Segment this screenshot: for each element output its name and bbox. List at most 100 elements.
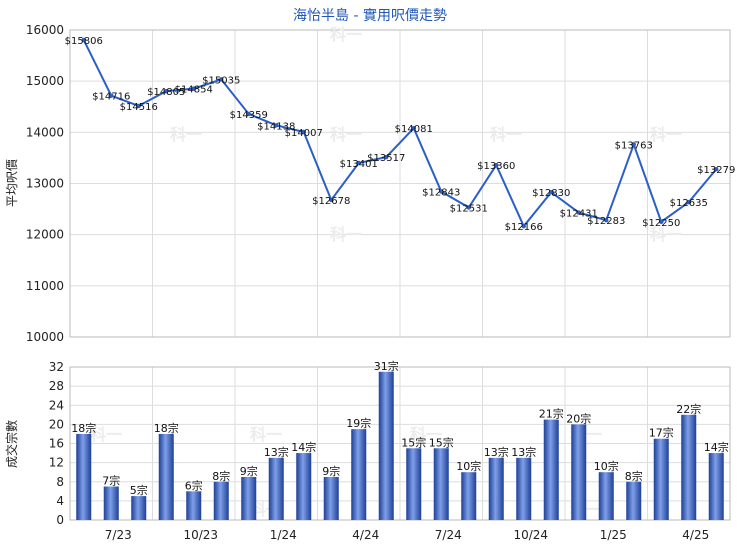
transaction-bar	[461, 472, 477, 520]
price-point	[109, 93, 114, 98]
x-tick-label: 4/25	[682, 528, 709, 542]
price-data-label: $12635	[670, 198, 708, 209]
price-point	[659, 219, 664, 225]
price-point	[329, 197, 334, 203]
x-tick-label: 4/24	[352, 528, 379, 542]
bar-data-label: 19宗	[346, 416, 371, 430]
price-point	[521, 223, 526, 229]
price-point	[301, 129, 306, 135]
watermark-text: 科一	[650, 125, 682, 144]
watermark-text: 科一	[90, 425, 122, 444]
bar-chart-y-tick-label: 28	[49, 379, 64, 393]
price-data-label: $13360	[477, 161, 515, 172]
transaction-bar	[406, 448, 422, 520]
transaction-bar	[213, 481, 229, 520]
transaction-bar	[543, 419, 559, 520]
price-data-label: $12531	[450, 203, 488, 214]
bar-data-label: 22宗	[676, 402, 701, 416]
price-data-label: $13517	[367, 153, 405, 164]
bar-data-label: 14宗	[291, 440, 316, 454]
price-point	[356, 160, 361, 166]
line-chart-y-tick-label: 12000	[26, 228, 64, 242]
bar-data-label: 21宗	[539, 407, 564, 421]
bar-chart-y-tick-label: 24	[49, 398, 64, 412]
transaction-bar	[516, 457, 532, 520]
watermark-text: 科一	[650, 225, 682, 244]
price-point	[631, 142, 636, 147]
price-point	[439, 189, 444, 194]
bar-data-label: 6宗	[185, 478, 203, 492]
line-chart-y-tick-label: 13000	[26, 177, 64, 191]
chart-title: 海怡半島 - 實用呎價走勢	[293, 7, 447, 24]
price-point	[191, 86, 196, 91]
price-point	[466, 205, 471, 210]
transaction-bar	[681, 414, 697, 520]
transaction-bar	[708, 453, 724, 520]
price-point	[714, 167, 719, 172]
price-data-label: $14081	[395, 124, 433, 135]
line-chart-y-tick-label: 11000	[26, 279, 64, 293]
price-data-label: $14138	[257, 121, 295, 132]
price-point	[549, 189, 554, 195]
price-data-label: $15806	[65, 36, 103, 47]
bar-chart-y-tick-label: 4	[56, 494, 64, 508]
bar-data-label: 18宗	[71, 421, 96, 435]
price-data-label: $14007	[285, 128, 323, 139]
transaction-bar	[268, 457, 284, 520]
watermark-text: 科一	[330, 125, 362, 144]
price-point	[136, 103, 141, 109]
x-tick-label: 1/25	[600, 528, 627, 542]
transaction-bar	[488, 457, 504, 520]
price-data-label: $13763	[615, 140, 653, 151]
x-tick-label: 7/24	[435, 528, 462, 542]
price-data-label: $14854	[175, 85, 213, 96]
bar-chart-y-axis-label: 成交宗數	[4, 420, 19, 468]
price-data-label: $12830	[532, 188, 570, 199]
bar-data-label: 9宗	[240, 464, 258, 478]
bar-data-label: 13宗	[511, 445, 536, 459]
bar-data-label: 18宗	[154, 421, 179, 435]
price-data-label: $14716	[92, 92, 130, 103]
transaction-bar	[653, 438, 669, 520]
price-point	[686, 199, 691, 205]
transaction-bar	[571, 424, 587, 520]
price-point	[494, 162, 499, 168]
price-data-label: $12678	[312, 196, 350, 207]
price-point	[81, 37, 86, 43]
price-point	[411, 125, 416, 131]
bar-chart-y-tick-label: 20	[49, 417, 64, 431]
line-chart-y-tick-label: 16000	[26, 23, 64, 37]
watermark-text: 科一	[170, 125, 202, 144]
price-point	[576, 210, 581, 215]
bar-data-label: 15宗	[401, 435, 426, 449]
watermark-text: 科一	[490, 125, 522, 144]
bar-data-label: 5宗	[130, 483, 148, 497]
bar-chart-y-tick-label: 32	[49, 360, 64, 374]
price-point	[384, 154, 389, 160]
bar-data-label: 10宗	[594, 459, 619, 473]
bar-data-label: 8宗	[625, 469, 643, 483]
bar-chart-y-tick-label: 16	[49, 437, 64, 451]
transaction-bar	[433, 448, 449, 520]
watermark-text: 科一	[410, 425, 442, 444]
bar-data-label: 13宗	[484, 445, 509, 459]
price-data-label: $12843	[422, 188, 460, 199]
watermark-text: 科一	[330, 25, 362, 44]
price-point	[274, 123, 279, 128]
x-tick-label: 1/24	[270, 528, 297, 542]
price-data-label: $12250	[642, 218, 680, 229]
bar-data-label: 31宗	[374, 359, 399, 373]
price-data-label: $13401	[340, 159, 378, 170]
transaction-bar	[241, 476, 257, 520]
price-data-label: $14516	[120, 102, 158, 113]
price-point	[219, 77, 224, 82]
price-data-label: $15035	[202, 75, 240, 86]
price-point	[604, 217, 609, 223]
x-tick-label: 10/23	[183, 528, 218, 542]
line-chart-y-tick-label: 15000	[26, 74, 64, 88]
transaction-bar	[598, 472, 614, 520]
bar-data-label: 9宗	[322, 464, 340, 478]
price-data-label: $12166	[505, 222, 543, 233]
transaction-bar	[103, 486, 119, 520]
